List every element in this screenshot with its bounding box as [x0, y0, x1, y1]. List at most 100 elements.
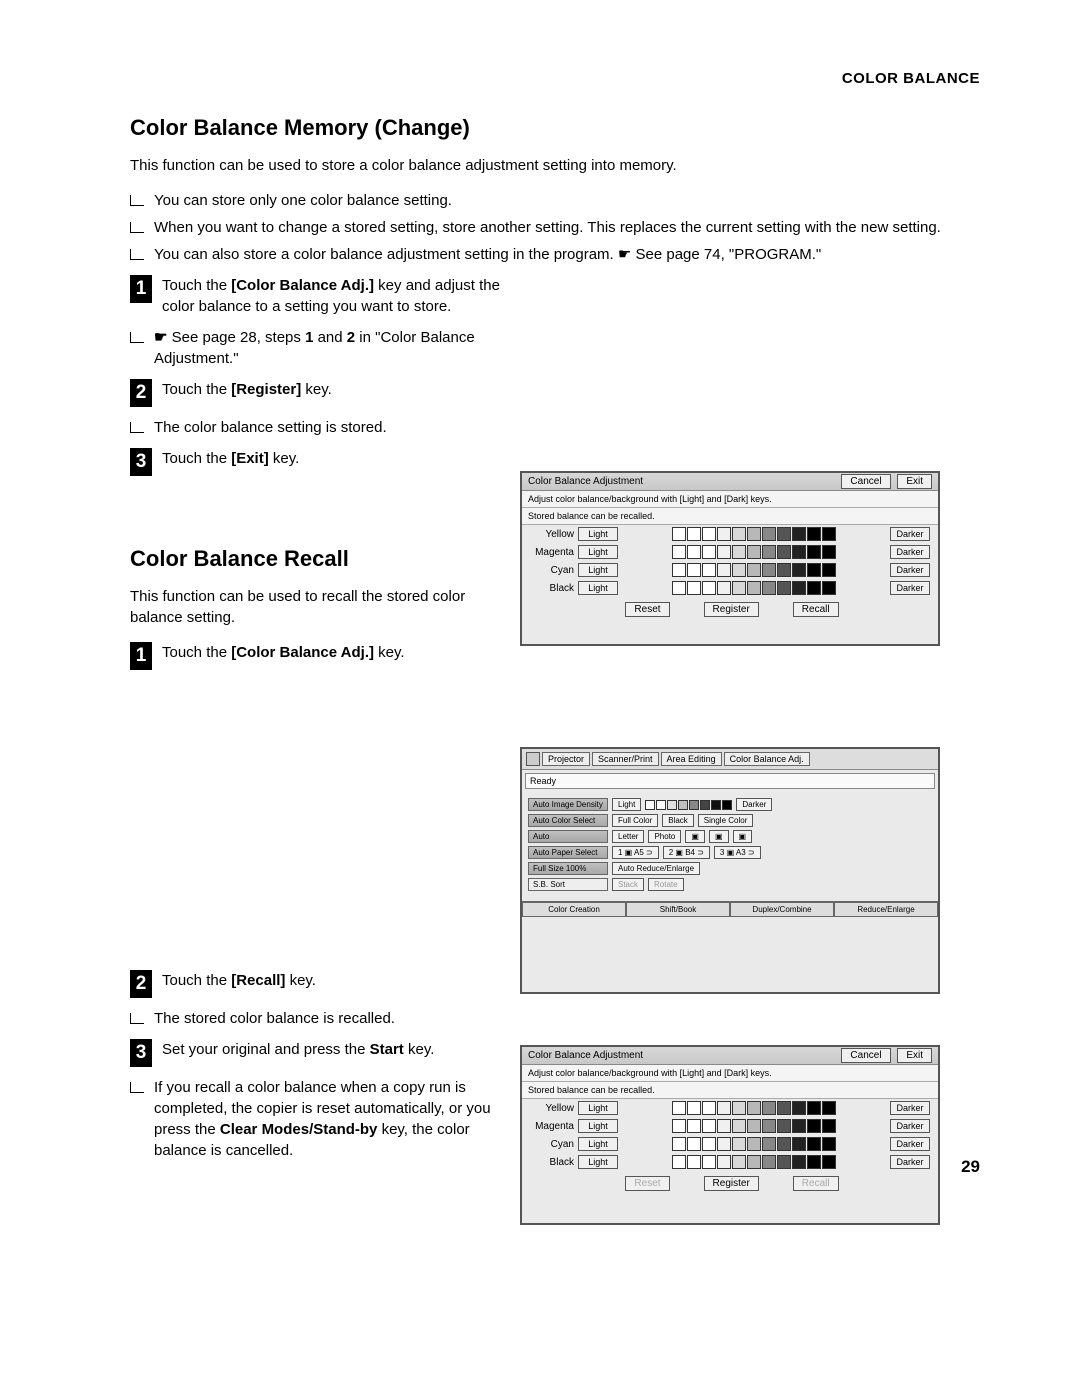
- recall-button[interactable]: Recall: [793, 602, 839, 617]
- panel-sub1: Adjust color balance/background with [Li…: [522, 491, 938, 508]
- slider-cells[interactable]: [622, 545, 886, 559]
- slider-cells[interactable]: [622, 527, 886, 541]
- slider-cells[interactable]: [622, 1119, 886, 1133]
- light-button[interactable]: Light: [578, 563, 618, 577]
- opt-reduce[interactable]: Auto Reduce/Enlarge: [612, 862, 700, 875]
- slider-cells[interactable]: [622, 1137, 886, 1151]
- light-button[interactable]: Light: [612, 798, 641, 811]
- projector-panel: Projector Scanner/Print Area Editing Col…: [520, 747, 940, 994]
- icon-3[interactable]: ▣: [733, 830, 753, 843]
- recall-button-disabled: Recall: [793, 1176, 839, 1191]
- step-3: 3 Touch the [Exit] key.: [130, 448, 500, 476]
- panel-sub2: Stored balance can be recalled.: [522, 508, 938, 525]
- cancel-button[interactable]: Cancel: [841, 1048, 890, 1063]
- tab-projector[interactable]: Projector: [542, 752, 590, 766]
- icon-1[interactable]: ▣: [685, 830, 705, 843]
- bullet-item: When you want to change a stored setting…: [130, 217, 980, 238]
- bullet-icon: [130, 422, 144, 433]
- opt-a3[interactable]: 3 ▣ A3 ⊃: [714, 846, 761, 859]
- tab-shift-book[interactable]: Shift/Book: [626, 902, 730, 917]
- step-number-icon: 3: [130, 448, 152, 476]
- slider-row: YellowLightDarker: [522, 1099, 938, 1117]
- auto-label: Auto: [528, 830, 608, 843]
- darker-button[interactable]: Darker: [890, 527, 930, 541]
- slider-cells[interactable]: [622, 581, 886, 595]
- reset-button[interactable]: Reset: [625, 602, 669, 617]
- light-button[interactable]: Light: [578, 1101, 618, 1115]
- s2-step3-note: If you recall a color balance when a cop…: [130, 1077, 500, 1161]
- slider-cells[interactable]: [622, 563, 886, 577]
- opt-single[interactable]: Single Color: [698, 814, 754, 827]
- slider-label: Magenta: [530, 1121, 574, 1132]
- bullet-text: You can store only one color balance set…: [154, 190, 980, 211]
- slider-cells[interactable]: [622, 1101, 886, 1115]
- tab-color-creation[interactable]: Color Creation: [522, 902, 626, 917]
- darker-button[interactable]: Darker: [890, 1101, 930, 1115]
- section1-title: Color Balance Memory (Change): [130, 115, 980, 141]
- tab-colorbal[interactable]: Color Balance Adj.: [724, 752, 810, 766]
- slider-label: Black: [530, 1157, 574, 1168]
- menu-icon[interactable]: [526, 752, 540, 766]
- register-button[interactable]: Register: [704, 602, 759, 617]
- auto-color-label: Auto Color Select: [528, 814, 608, 827]
- bullet-icon: [130, 249, 144, 260]
- section2-intro: This function can be used to recall the …: [130, 586, 500, 628]
- icon-2[interactable]: ▣: [709, 830, 729, 843]
- s2-step1-text: Touch the [Color Balance Adj.] key.: [162, 642, 500, 663]
- sort-opt1: Stack: [612, 878, 644, 891]
- opt-letter[interactable]: Letter: [612, 830, 644, 843]
- header-section: COLOR BALANCE: [130, 70, 980, 87]
- slider-row: Yellow Light Darker: [522, 525, 938, 543]
- opt-black[interactable]: Black: [662, 814, 694, 827]
- slider-row: CyanLightDarker: [522, 561, 938, 579]
- opt-b4[interactable]: 2 ▣ B4 ⊃: [663, 846, 710, 859]
- slider-label: Black: [530, 583, 574, 594]
- light-button[interactable]: Light: [578, 1155, 618, 1169]
- darker-button[interactable]: Darker: [890, 581, 930, 595]
- step-number-icon: 3: [130, 1039, 152, 1067]
- bullet-icon: [130, 195, 144, 206]
- opt-photo[interactable]: Photo: [648, 830, 681, 843]
- exit-button[interactable]: Exit: [897, 474, 932, 489]
- darker-button[interactable]: Darker: [890, 1155, 930, 1169]
- tab-scanner[interactable]: Scanner/Print: [592, 752, 659, 766]
- step2-text: Touch the [Register] key.: [162, 379, 500, 400]
- s2-step3-note-text: If you recall a color balance when a cop…: [154, 1077, 500, 1161]
- tab-duplex[interactable]: Duplex/Combine: [730, 902, 834, 917]
- step2-note-text: The color balance setting is stored.: [154, 417, 500, 438]
- slider-row: MagentaLightDarker: [522, 543, 938, 561]
- s2-step3-text: Set your original and press the Start ke…: [162, 1039, 500, 1060]
- opt-fullcolor[interactable]: Full Color: [612, 814, 658, 827]
- ready-status: Ready: [525, 773, 935, 789]
- slider-cells[interactable]: [622, 1155, 886, 1169]
- sort-opt2: Rotate: [648, 878, 684, 891]
- bullet-text: You can also store a color balance adjus…: [154, 244, 980, 265]
- darker-button[interactable]: Darker: [890, 545, 930, 559]
- darker-button[interactable]: Darker: [890, 1119, 930, 1133]
- darker-button[interactable]: Darker: [890, 563, 930, 577]
- tab-area[interactable]: Area Editing: [661, 752, 722, 766]
- reset-button-disabled: Reset: [625, 1176, 669, 1191]
- opt-a5[interactable]: 1 ▣ A5 ⊃: [612, 846, 659, 859]
- cancel-button[interactable]: Cancel: [841, 474, 890, 489]
- bullet-item: You can also store a color balance adjus…: [130, 244, 980, 265]
- section1-intro: This function can be used to store a col…: [130, 155, 980, 176]
- exit-button[interactable]: Exit: [897, 1048, 932, 1063]
- register-button[interactable]: Register: [704, 1176, 759, 1191]
- panel-sub2: Stored balance can be recalled.: [522, 1082, 938, 1099]
- light-button[interactable]: Light: [578, 545, 618, 559]
- darker-button[interactable]: Darker: [736, 798, 772, 811]
- section-1: Color Balance Memory (Change) This funct…: [130, 115, 980, 1161]
- bullet-icon: [130, 222, 144, 233]
- panel-sub1: Adjust color balance/background with [Li…: [522, 1065, 938, 1082]
- light-button[interactable]: Light: [578, 581, 618, 595]
- darker-button[interactable]: Darker: [890, 1137, 930, 1151]
- slider-label: Yellow: [530, 529, 574, 540]
- light-button[interactable]: Light: [578, 527, 618, 541]
- light-button[interactable]: Light: [578, 1137, 618, 1151]
- tab-reduce-enlarge[interactable]: Reduce/Enlarge: [834, 902, 938, 917]
- bullet-item: You can store only one color balance set…: [130, 190, 980, 211]
- color-balance-panel-1: Color Balance Adjustment Cancel Exit Adj…: [520, 471, 940, 646]
- light-button[interactable]: Light: [578, 1119, 618, 1133]
- s2-step2-text: Touch the [Recall] key.: [162, 970, 500, 991]
